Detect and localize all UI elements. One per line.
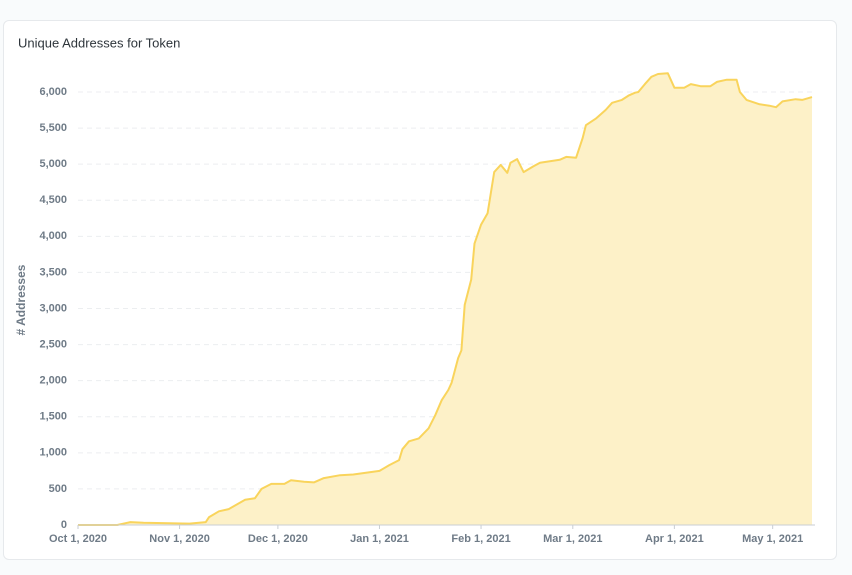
y-tick-label: 6,000	[39, 86, 67, 98]
y-tick-label: 0	[61, 519, 67, 531]
x-tick-label: May 1, 2021	[742, 533, 803, 545]
y-tick-label: 5,000	[39, 158, 67, 170]
y-tick-label: 3,000	[39, 302, 67, 314]
x-tick-label: Mar 1, 2021	[543, 533, 602, 545]
x-tick-label: Oct 1, 2020	[49, 533, 107, 545]
x-tick-label: Nov 1, 2020	[149, 533, 210, 545]
y-tick-label: 1,500	[39, 411, 67, 423]
y-tick-label: 3,500	[39, 266, 67, 278]
y-tick-label: 5,500	[39, 122, 67, 134]
y-axis-label: # Addresses	[14, 264, 28, 335]
y-tick-label: 4,500	[39, 194, 67, 206]
x-tick-label: Jan 1, 2021	[350, 533, 409, 545]
area-line	[78, 72, 813, 526]
chart-title: Unique Addresses for Token	[18, 35, 180, 50]
y-tick-label: 500	[49, 483, 67, 495]
x-tick-label: Apr 1, 2021	[645, 533, 704, 545]
y-tick-label: 2,000	[39, 375, 67, 387]
x-tick-label: Feb 1, 2021	[451, 533, 510, 545]
y-tick-label: 4,000	[39, 230, 67, 242]
area-fill	[78, 73, 812, 525]
y-tick-label: 2,500	[39, 338, 67, 350]
y-tick-label: 1,000	[39, 447, 67, 459]
x-tick-label: Dec 1, 2020	[248, 533, 308, 545]
